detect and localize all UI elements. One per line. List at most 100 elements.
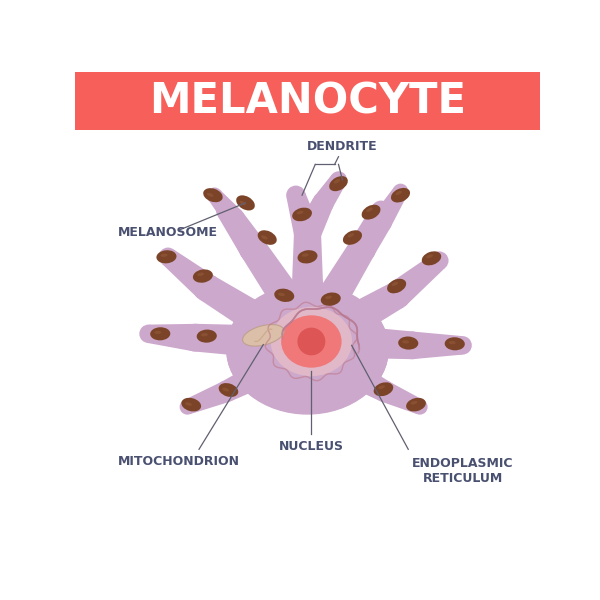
- Circle shape: [326, 310, 359, 342]
- Ellipse shape: [226, 284, 389, 414]
- Ellipse shape: [398, 337, 418, 350]
- Text: NUCLEUS: NUCLEUS: [279, 440, 344, 453]
- Ellipse shape: [150, 327, 170, 340]
- Ellipse shape: [261, 235, 268, 239]
- Ellipse shape: [222, 388, 229, 391]
- Ellipse shape: [392, 282, 398, 286]
- Ellipse shape: [197, 272, 204, 276]
- Polygon shape: [162, 250, 215, 298]
- Ellipse shape: [302, 253, 309, 257]
- Polygon shape: [345, 325, 413, 359]
- Polygon shape: [184, 382, 230, 414]
- Circle shape: [207, 187, 222, 203]
- Ellipse shape: [374, 382, 393, 396]
- Polygon shape: [380, 382, 423, 414]
- Ellipse shape: [387, 279, 406, 293]
- Ellipse shape: [366, 208, 373, 212]
- Ellipse shape: [154, 331, 161, 334]
- Ellipse shape: [271, 307, 352, 376]
- Polygon shape: [209, 190, 242, 225]
- Circle shape: [371, 200, 391, 221]
- Circle shape: [430, 251, 449, 270]
- Circle shape: [329, 355, 356, 382]
- Ellipse shape: [391, 188, 410, 202]
- Ellipse shape: [362, 205, 380, 220]
- Text: ENDOPLASMIC
RETICULUM: ENDOPLASMIC RETICULUM: [412, 457, 514, 485]
- Circle shape: [215, 381, 237, 403]
- Polygon shape: [287, 193, 320, 238]
- Ellipse shape: [298, 250, 317, 263]
- Ellipse shape: [157, 250, 176, 263]
- Ellipse shape: [201, 333, 208, 337]
- Circle shape: [312, 192, 334, 214]
- Circle shape: [291, 287, 324, 319]
- Circle shape: [245, 325, 277, 358]
- Bar: [75, 72, 540, 130]
- Circle shape: [393, 184, 408, 199]
- Ellipse shape: [207, 193, 214, 197]
- Circle shape: [179, 399, 195, 415]
- Ellipse shape: [329, 176, 348, 191]
- Polygon shape: [349, 206, 390, 255]
- Ellipse shape: [181, 398, 201, 412]
- Polygon shape: [388, 253, 445, 306]
- Ellipse shape: [257, 230, 277, 245]
- Circle shape: [193, 274, 221, 301]
- Polygon shape: [194, 324, 262, 358]
- Ellipse shape: [321, 292, 341, 306]
- Polygon shape: [242, 241, 305, 316]
- Ellipse shape: [395, 191, 402, 195]
- Ellipse shape: [274, 289, 294, 302]
- Circle shape: [239, 235, 267, 263]
- Ellipse shape: [426, 254, 433, 258]
- Ellipse shape: [218, 383, 238, 397]
- Ellipse shape: [445, 337, 465, 350]
- Circle shape: [311, 290, 343, 323]
- Polygon shape: [199, 276, 277, 340]
- Ellipse shape: [185, 402, 192, 406]
- Ellipse shape: [226, 284, 389, 415]
- Polygon shape: [218, 205, 265, 257]
- Ellipse shape: [281, 316, 341, 368]
- Ellipse shape: [343, 230, 362, 245]
- Polygon shape: [412, 331, 463, 359]
- Circle shape: [223, 208, 245, 229]
- Ellipse shape: [402, 340, 409, 344]
- Polygon shape: [221, 356, 278, 401]
- Circle shape: [412, 399, 428, 415]
- Text: DENDRITE: DENDRITE: [307, 140, 377, 153]
- Text: MELANOSOME: MELANOSOME: [118, 226, 218, 239]
- Ellipse shape: [410, 401, 418, 404]
- Ellipse shape: [406, 398, 426, 412]
- Polygon shape: [224, 212, 265, 256]
- Polygon shape: [336, 356, 390, 401]
- Circle shape: [253, 310, 285, 342]
- Polygon shape: [148, 324, 196, 352]
- Ellipse shape: [161, 254, 167, 257]
- Circle shape: [181, 324, 209, 352]
- Circle shape: [158, 248, 178, 266]
- Circle shape: [348, 235, 376, 263]
- Text: MITOCHONDRION: MITOCHONDRION: [118, 455, 239, 467]
- Circle shape: [294, 220, 321, 247]
- Ellipse shape: [422, 251, 441, 265]
- Circle shape: [348, 235, 376, 263]
- Circle shape: [298, 328, 325, 355]
- Ellipse shape: [203, 188, 223, 202]
- Circle shape: [276, 290, 308, 323]
- Circle shape: [383, 281, 410, 309]
- Circle shape: [286, 185, 305, 205]
- Ellipse shape: [193, 269, 213, 283]
- Ellipse shape: [449, 341, 456, 344]
- Circle shape: [216, 200, 236, 221]
- Ellipse shape: [236, 196, 255, 211]
- Ellipse shape: [292, 208, 312, 221]
- Text: MELANOCYTE: MELANOCYTE: [149, 80, 466, 122]
- Circle shape: [374, 381, 396, 403]
- Ellipse shape: [347, 233, 354, 238]
- Polygon shape: [295, 198, 333, 240]
- Circle shape: [453, 336, 472, 355]
- Ellipse shape: [239, 201, 246, 205]
- Circle shape: [139, 325, 158, 343]
- Polygon shape: [314, 175, 346, 209]
